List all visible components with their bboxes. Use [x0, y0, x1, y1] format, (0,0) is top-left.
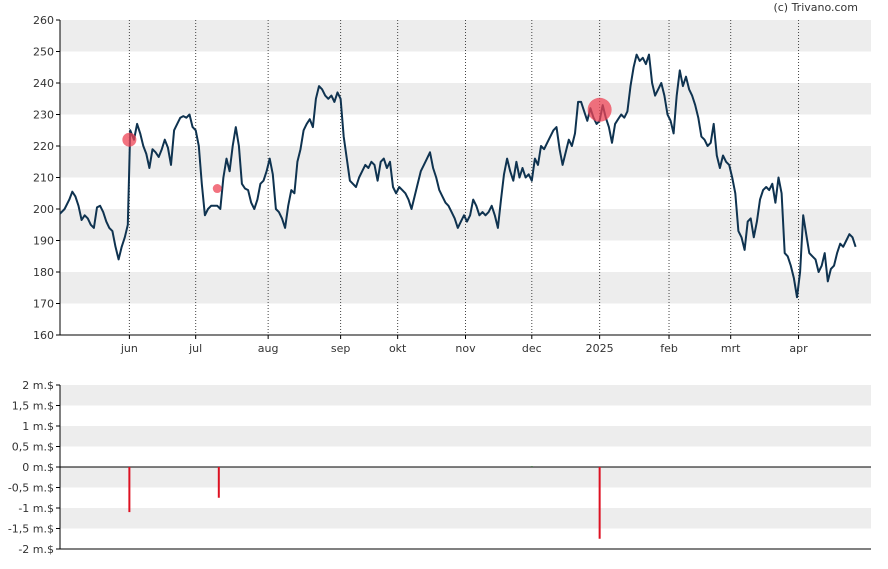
volume-y-tick-label: 1 m.$	[22, 420, 54, 433]
price-y-tick-label: 220	[33, 140, 54, 153]
volume-y-tick-label: 2 m.$	[22, 379, 54, 392]
month-tick-label: okt	[389, 342, 407, 355]
volume-y-tick-label: -1 m.$	[18, 502, 54, 515]
credit-text: (c) Trivano.com	[773, 1, 858, 14]
price-y-tick-label: 180	[33, 266, 54, 279]
month-tick-label: nov	[455, 342, 476, 355]
month-tick-label: 2025	[586, 342, 614, 355]
month-tick-label: jun	[120, 342, 138, 355]
month-tick-label: aug	[258, 342, 279, 355]
volume-band	[60, 426, 871, 447]
price-y-tick-label: 240	[33, 77, 54, 90]
insider-marker	[587, 97, 612, 122]
month-tick-label: feb	[660, 342, 678, 355]
volume-band	[60, 508, 871, 529]
volume-band	[60, 467, 871, 488]
month-tick-label: sep	[331, 342, 350, 355]
price-panel: jun jul aug sep okt nov dec 2025 feb mrt apr 160 170…	[33, 14, 871, 355]
volume-y-tick-label: 0 m.$	[22, 461, 54, 474]
price-y-tick-label: 250	[33, 46, 54, 59]
volume-band	[60, 385, 871, 406]
volume-y-tick-label: -1,5 m.$	[8, 523, 54, 536]
month-tick-label: mrt	[721, 342, 741, 355]
price-y-tick-label: 160	[33, 329, 54, 342]
month-tick-label: apr	[789, 342, 808, 355]
price-y-tick-label: 230	[33, 109, 54, 122]
volume-panel: 2 m.$ 1,5 m.$ 1 m.$ 0,5 m.$ 0 m.$ -0,5 m.$ -1 …	[8, 379, 871, 556]
volume-y-tick-label: 0,5 m.$	[12, 441, 54, 454]
insider-marker	[122, 132, 137, 147]
volume-y-tick-label: 1,5 m.$	[12, 400, 54, 413]
price-y-tick-label: 210	[33, 172, 54, 185]
price-y-tick-label: 260	[33, 14, 54, 27]
price-y-tick-label: 170	[33, 298, 54, 311]
volume-y-tick-label: -2 m.$	[18, 543, 54, 556]
price-series-line	[59, 53, 857, 299]
insider-marker	[212, 184, 222, 194]
price-y-tick-label: 200	[33, 203, 54, 216]
price-y-tick-label: 190	[33, 235, 54, 248]
month-tick-label: jul	[188, 342, 202, 355]
volume-y-tick-label: -0,5 m.$	[8, 482, 54, 495]
month-tick-label: dec	[522, 342, 542, 355]
